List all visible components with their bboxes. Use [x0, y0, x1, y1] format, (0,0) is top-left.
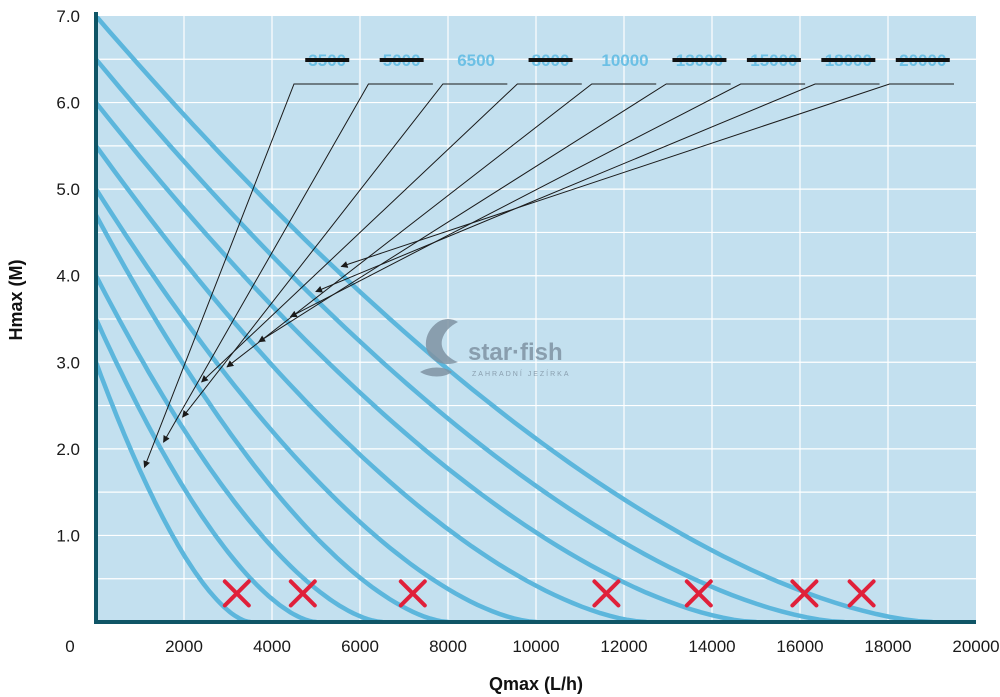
leader-arrow-3500	[143, 83, 359, 469]
discontinued-mark-20000	[847, 579, 876, 608]
leader-arrow-8000	[201, 83, 582, 383]
y-tick-5.0: 5.0	[56, 180, 80, 199]
leader-arrow-18000	[315, 83, 880, 293]
curve-15000	[96, 100, 759, 622]
y-tick-3.0: 3.0	[56, 353, 80, 372]
curve-10000	[96, 186, 539, 622]
discontinued-mark-15000	[684, 579, 713, 608]
y-tick-1.0: 1.0	[56, 526, 80, 545]
y-tick-6.0: 6.0	[56, 94, 80, 113]
leader-arrow-5000	[163, 83, 433, 443]
x-tick-14000: 14000	[688, 637, 735, 656]
y-tick-4.0: 4.0	[56, 267, 80, 286]
curve-18000	[96, 57, 847, 622]
x-tick-12000: 12000	[600, 637, 647, 656]
axes	[94, 12, 976, 624]
x-tick-4000: 4000	[253, 637, 291, 656]
y-tick-7.0: 7.0	[56, 7, 80, 26]
curve-20000	[96, 16, 935, 622]
leader-arrow-20000	[340, 83, 954, 268]
x-tick-18000: 18000	[864, 637, 911, 656]
discontinued-mark-18000	[790, 579, 819, 608]
y-tick-2.0: 2.0	[56, 440, 80, 459]
tick-labels: 0 2000 4000 6000 8000 10000 12000 14000 16000 180…	[56, 7, 999, 656]
discontinued-mark-3500	[222, 579, 251, 608]
leader-arrow-15000	[289, 83, 806, 318]
x-tick-10000: 10000	[512, 637, 559, 656]
discontinued-mark-8000	[398, 579, 427, 608]
fish-logo-icon	[425, 319, 458, 364]
x-tick-6000: 6000	[341, 637, 379, 656]
series-label-10000: 10000	[601, 51, 648, 70]
curve-6500	[96, 273, 385, 622]
curve-5000	[96, 316, 319, 622]
curve-13000	[96, 143, 649, 622]
leader-arrow-6500	[182, 83, 508, 418]
x-tick-8000: 8000	[429, 637, 467, 656]
x-tick-20000: 20000	[952, 637, 999, 656]
x-marks	[222, 579, 876, 608]
watermark-tagline: ZAHRADNÍ JEZÍRKA	[472, 369, 571, 378]
discontinued-mark-5000	[288, 579, 317, 608]
fish-tail-icon	[420, 367, 452, 377]
leader-arrows	[143, 83, 954, 469]
x-tick-16000: 16000	[776, 637, 823, 656]
watermark-brand: star·fish	[468, 339, 563, 366]
leader-arrow-13000	[258, 83, 731, 343]
series-label-6500: 6500	[457, 51, 495, 70]
series-labels: 3500500065008000100001300015000180002000…	[305, 51, 950, 70]
x-tick-0: 0	[65, 637, 74, 656]
x-tick-2000: 2000	[165, 637, 203, 656]
discontinued-mark-13000	[592, 579, 621, 608]
curves	[96, 16, 935, 622]
watermark: star·fish ZAHRADNÍ JEZÍRKA	[420, 319, 571, 378]
leader-arrow-10000	[226, 83, 657, 368]
y-axis-title: Hmax (M)	[6, 259, 26, 340]
x-axis-title: Qmax (L/h)	[489, 674, 583, 694]
curve-8000	[96, 212, 451, 622]
